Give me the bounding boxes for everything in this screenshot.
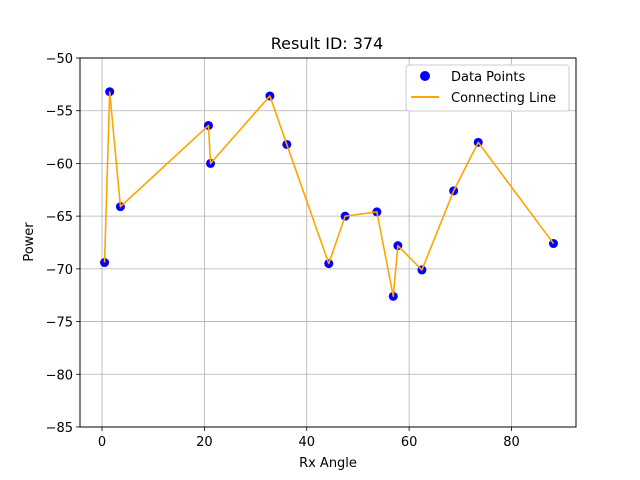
legend-box [405, 64, 570, 112]
chart-title: Result ID: 374 [271, 34, 384, 53]
x-tick-label: 0 [98, 435, 106, 450]
x-tick-label: 40 [298, 435, 315, 450]
x-tick-label: 20 [196, 435, 213, 450]
legend-label-data-points: Data Points [451, 70, 525, 85]
y-tick-label: −50 [46, 52, 73, 67]
data-point [100, 258, 110, 268]
y-tick-label: −80 [46, 368, 73, 383]
legend-label-connecting-line: Connecting Line [451, 91, 556, 106]
grid [80, 57, 576, 428]
y-axis-label: Power [22, 222, 37, 262]
y-tick-label: −55 [46, 105, 73, 120]
y-tick-label: −60 [46, 157, 73, 172]
legend-marker-data-points [420, 71, 430, 81]
plot-frame [79, 57, 577, 428]
x-tick-label: 60 [401, 435, 418, 450]
x-axis-label: Rx Angle [299, 456, 357, 471]
ticks: 0 20 40 60 80 −85 −80 −75 −70 −65 −60 −55 −50 [46, 52, 520, 450]
x-tick-label: 80 [503, 435, 520, 450]
y-tick-label: −70 [46, 263, 73, 278]
marks [100, 87, 558, 301]
y-tick-label: −75 [46, 316, 73, 331]
y-tick-label: −85 [46, 421, 73, 436]
y-tick-label: −65 [46, 210, 73, 225]
legend: Data Points Connecting Line [405, 64, 570, 112]
connecting-line [103, 90, 555, 298]
